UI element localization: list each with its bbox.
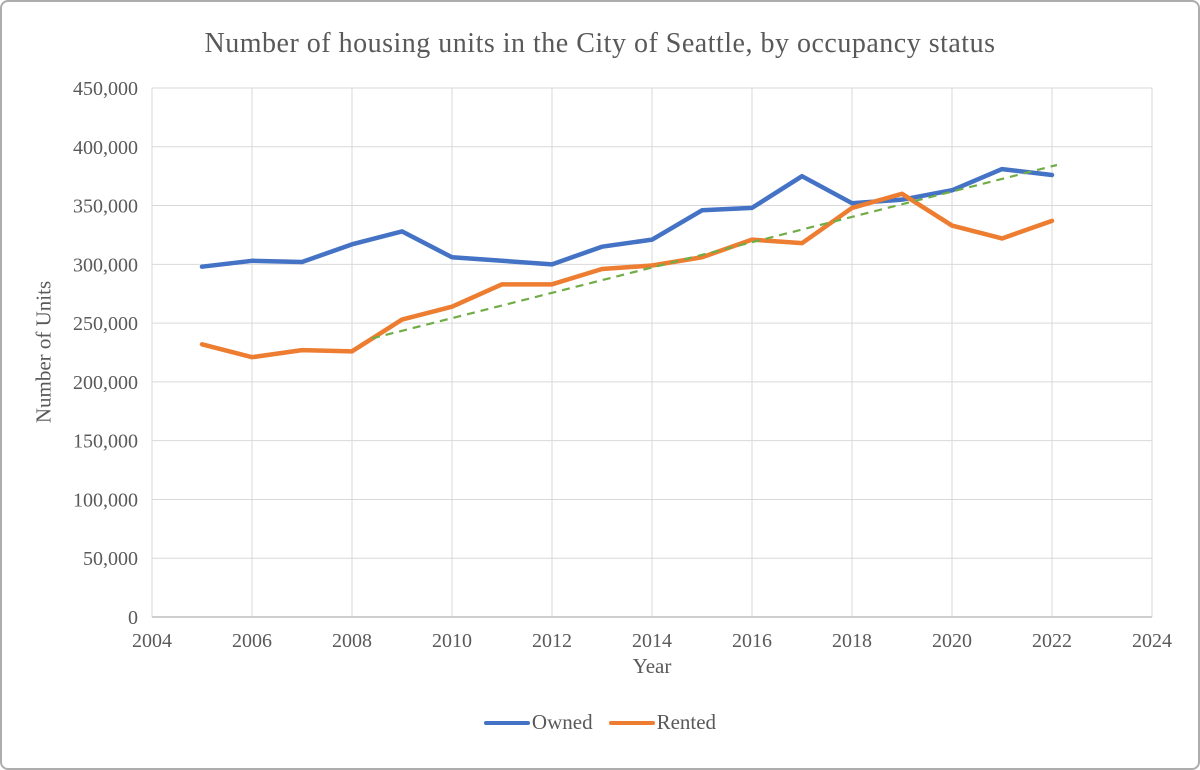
owned-line	[199, 166, 1055, 269]
x-tick-label: 2022	[1032, 630, 1072, 652]
legend: Owned Rented	[2, 710, 1198, 735]
rented-line-swatch	[608, 720, 655, 725]
x-axis-title: Year	[632, 654, 672, 678]
y-tick-label: 200,000	[73, 372, 138, 394]
y-tick-label: 350,000	[73, 196, 138, 218]
rented-line	[199, 191, 1055, 360]
legend-item-rented: Rented	[608, 710, 717, 735]
x-tick-label: 2008	[332, 630, 372, 652]
y-tick-label: 250,000	[73, 313, 138, 335]
y-tick-label: 300,000	[73, 254, 138, 276]
trendline	[371, 163, 1058, 340]
x-tick-label: 2006	[232, 630, 272, 652]
y-tick-label: 0	[128, 607, 138, 629]
y-tick-label: 150,000	[73, 431, 138, 453]
x-tick-label: 2012	[532, 630, 572, 652]
x-tick-label: 2014	[632, 630, 672, 652]
x-tick-label: 2016	[732, 630, 772, 652]
y-tick-label: 50,000	[83, 548, 138, 570]
chart-title: Number of housing units in the City of S…	[204, 28, 996, 59]
x-tick-label: 2004	[132, 630, 172, 652]
x-tick-label: 2024	[1132, 630, 1172, 652]
legend-label-rented: Rented	[656, 710, 717, 734]
y-tick-label: 400,000	[73, 137, 138, 159]
x-tick-label: 2018	[832, 630, 872, 652]
y-tick-label: 100,000	[73, 489, 138, 511]
x-tick-label: 2020	[932, 630, 972, 652]
legend-item-owned: Owned	[483, 710, 593, 735]
owned-line-swatch	[483, 720, 530, 725]
y-tick-label: 450,000	[73, 78, 138, 100]
legend-label-owned: Owned	[531, 710, 593, 734]
x-tick-label: 2010	[432, 630, 472, 652]
